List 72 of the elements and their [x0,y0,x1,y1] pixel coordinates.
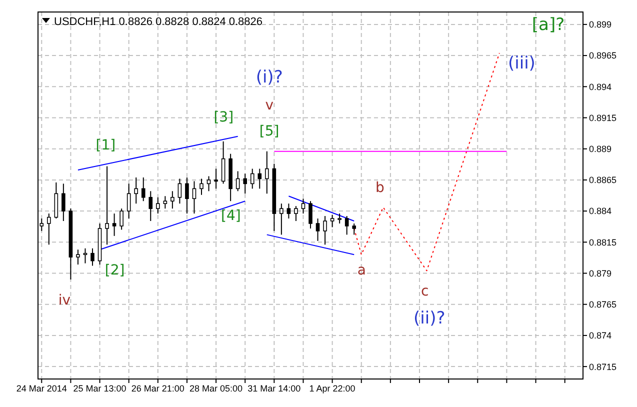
candlestick [243,173,247,194]
y-tick-label: 0.8765 [589,300,617,310]
candlestick [62,183,66,222]
candlestick [265,150,269,194]
y-tick-label: 0.8815 [589,237,617,248]
y-tick-label: 0.889 [589,144,612,154]
y-tick-label: 0.8915 [589,112,617,123]
annotation: a [357,262,366,278]
candlestick [47,213,51,246]
candlestick [105,166,109,246]
candlestick [323,216,327,246]
annotation: [1] [96,138,116,154]
candlestick [221,140,226,184]
annotation: [a]? [532,15,565,36]
candlestick [170,190,174,210]
x-tick-label: 24 Mar 2014 [16,383,67,394]
candlestick [112,213,116,236]
x-tick-label: 28 Mar 05:00 [190,383,243,394]
y-tick-label: 0.879 [589,268,612,278]
annotation: [2] [104,262,125,278]
candlestick [294,206,298,222]
candlestick [280,203,284,236]
candlestick [83,248,88,264]
candlestick [286,203,291,220]
candlestick [126,183,131,220]
annotation: iv [58,292,71,309]
annotation: b [376,180,385,196]
annotation: (ii)? [414,308,446,329]
y-tick-label: 0.8715 [589,362,617,372]
x-tick-label: 26 Mar 21:00 [131,383,184,394]
annotation: [3] [214,110,234,126]
candlestick [258,168,262,190]
candlestick [120,208,124,230]
candlestick [214,168,218,190]
candlestick [338,213,342,224]
annotation: c [420,284,429,300]
candlestick [156,196,160,214]
candlestick [308,200,312,229]
x-tick-label: 1 Apr 22:00 [309,383,356,394]
annotation: [5] [259,124,280,140]
candlestick [344,216,349,236]
candlestick [148,190,153,222]
annotation: [4] [221,208,241,224]
y-tick-label: 0.894 [589,82,612,92]
candlestick [352,222,356,236]
x-tick-label: 25 Mar 13:00 [73,383,126,394]
candlestick [330,214,334,228]
y-tick-label: 0.884 [589,206,612,216]
candlestick [178,178,182,204]
y-tick-label: 0.8865 [589,175,617,186]
candlestick [134,176,138,204]
candlestick [76,249,80,266]
candlestick [90,248,94,266]
chart-title: USDCHF,H1 0.8826 0.8828 0.8824 0.8826 [54,16,263,28]
x-tick-label: 31 Mar 14:00 [248,383,301,394]
candlestick [185,176,189,214]
candlestick [141,176,146,202]
candlestick [206,176,211,192]
candlestick [236,170,240,192]
candlestick [250,168,254,190]
y-tick-label: 0.899 [589,20,612,30]
annotation: v [265,98,274,114]
candlestick [316,218,320,242]
candlestick [54,182,58,220]
annotation: (iii) [508,53,536,74]
candlestick [200,178,204,196]
annotation: (i)? [256,67,283,88]
candlestick [192,180,196,214]
y-tick-label: 0.874 [589,330,612,341]
candlestick [163,196,168,210]
y-tick-label: 0.8965 [589,50,617,61]
candlestick [301,198,306,214]
